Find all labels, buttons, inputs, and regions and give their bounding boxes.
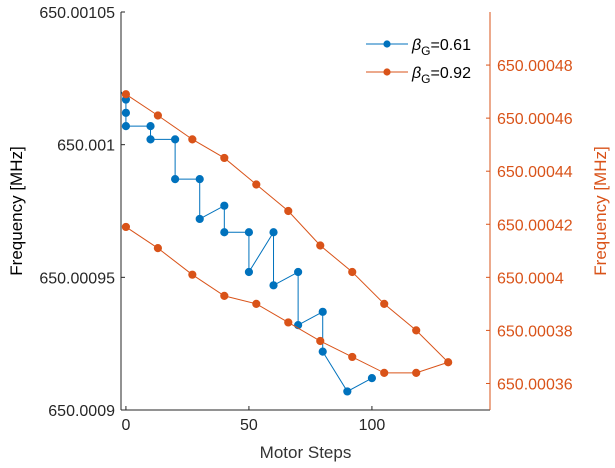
y-right-axis-label: Frequency [MHz]: [591, 146, 610, 275]
series-layer: [120, 90, 453, 396]
data-point: [284, 206, 293, 216]
y-right-tick-label: 650.00048: [497, 58, 573, 75]
series-line: [120, 91, 373, 393]
data-point: [269, 281, 278, 290]
data-point: [380, 368, 389, 377]
y-right-tick-label: 650.00038: [497, 323, 573, 340]
x-tick-label: 50: [240, 417, 258, 434]
data-point: [171, 175, 180, 184]
data-point: [121, 222, 131, 232]
data-point: [318, 307, 327, 316]
data-point: [367, 374, 377, 383]
y-right-tick-label: 650.00044: [497, 164, 573, 181]
data-point: [220, 291, 229, 301]
data-point: [284, 318, 293, 327]
legend-marker: [383, 40, 391, 48]
data-point: [444, 358, 453, 367]
y-left-tick-label: 650.00095: [39, 270, 115, 287]
legend-label: βG=0.92: [411, 65, 471, 86]
x-tick-label: 0: [121, 417, 130, 434]
legend-label-value: =0.92: [430, 65, 471, 82]
y-left-axis: 650.0009 650.00095 650.001 650.00105: [39, 5, 125, 420]
legend-item: βG=0.92: [366, 65, 471, 86]
x-axis: 0 50 100: [121, 406, 490, 434]
legend-label-subscript: G: [421, 44, 430, 58]
data-point: [412, 326, 421, 335]
series-1: [120, 91, 377, 396]
y-left-tick-label: 650.00105: [39, 5, 115, 22]
x-tick-label: 100: [359, 417, 386, 434]
y-left-tick-label: 650.0009: [48, 403, 115, 420]
series-2: [121, 90, 453, 377]
plot-area: [121, 12, 490, 410]
data-point: [153, 111, 162, 120]
data-point: [380, 299, 389, 308]
y-left-tick-label: 650.001: [57, 138, 115, 155]
legend-label: βG=0.61: [411, 37, 471, 58]
data-point: [318, 347, 327, 356]
data-point: [146, 135, 155, 144]
legend-label-symbol: β: [411, 37, 421, 54]
y-left-axis-label: Frequency [MHz]: [7, 146, 26, 275]
y-right-tick-label: 650.00042: [497, 217, 573, 234]
data-point: [348, 267, 357, 277]
data-point: [153, 244, 162, 253]
data-point: [195, 175, 204, 184]
data-point: [146, 121, 155, 131]
data-point: [316, 336, 325, 346]
data-point: [348, 352, 357, 362]
data-point: [121, 121, 131, 131]
y-right-tick-label: 650.00036: [497, 376, 573, 393]
data-point: [121, 108, 131, 117]
data-point: [188, 135, 197, 144]
legend-label-symbol: β: [411, 65, 421, 82]
data-point: [171, 135, 180, 144]
data-point: [316, 241, 325, 250]
data-point: [188, 270, 197, 279]
y-right-axis: 650.00036 650.00038 650.0004 650.00042 650.0…: [486, 12, 573, 410]
data-point: [220, 201, 229, 210]
data-point: [220, 153, 229, 163]
data-point: [294, 267, 303, 277]
y-right-tick-label: 650.00046: [497, 111, 573, 128]
legend-item: βG=0.61: [366, 37, 471, 58]
data-point: [244, 267, 254, 277]
legend-marker: [383, 68, 391, 76]
legend-label-value: =0.61: [430, 37, 471, 54]
data-point: [252, 299, 261, 308]
data-point: [343, 387, 352, 396]
data-point: [220, 228, 229, 237]
legend-label-subscript: G: [421, 72, 430, 86]
data-point: [252, 180, 261, 189]
data-point: [195, 214, 204, 224]
data-point: [244, 228, 254, 237]
x-axis-label: Motor Steps: [260, 443, 352, 462]
data-point: [269, 228, 278, 237]
plot-frame: [121, 12, 490, 410]
data-point: [412, 368, 421, 377]
y-right-tick-label: 650.0004: [497, 270, 564, 287]
data-point: [121, 90, 131, 99]
